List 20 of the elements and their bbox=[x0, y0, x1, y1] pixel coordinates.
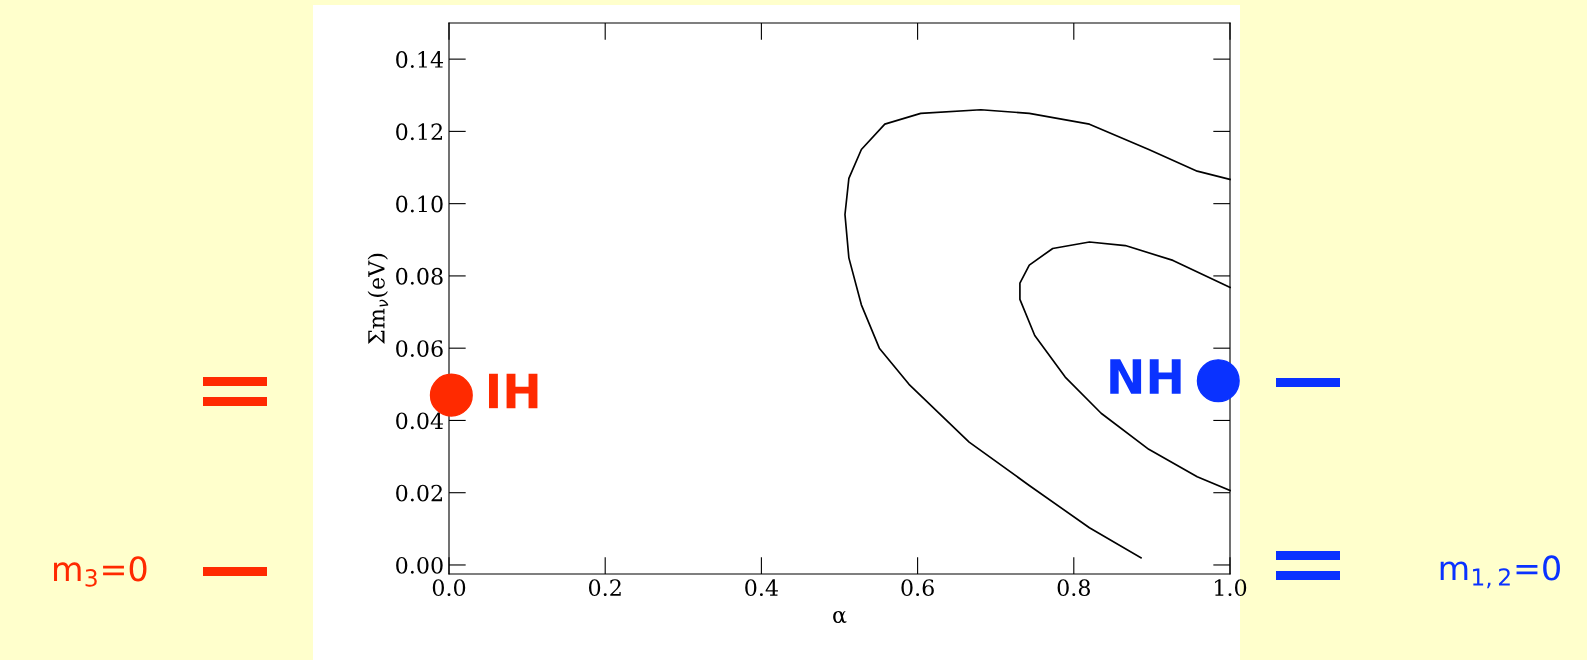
y-tick-label: 0.04 bbox=[396, 412, 444, 430]
x-tick-label: 0.0 bbox=[432, 579, 466, 597]
y-tick-label: 0.00 bbox=[396, 556, 443, 574]
series-label: NH bbox=[1110, 359, 1181, 394]
y-tick-label: 0.08 bbox=[396, 267, 443, 285]
x-axis-title: α bbox=[833, 610, 847, 624]
x-tick-label: 0.8 bbox=[1057, 579, 1090, 597]
x-tick-label: 1.0 bbox=[1215, 579, 1247, 597]
series-label: IH bbox=[489, 373, 538, 409]
x-tick-label: 0.2 bbox=[589, 579, 621, 597]
y-tick-label: 0.10 bbox=[396, 195, 443, 213]
y-tick-label: 0.12 bbox=[396, 123, 442, 141]
text: m$_{1,2}$=0 bbox=[1440, 555, 1560, 589]
x-tick-label: 0.6 bbox=[901, 579, 934, 597]
x-tick-label: 0.4 bbox=[745, 579, 778, 597]
y-axis-title: Σm$_{ν}$(eV) bbox=[367, 253, 389, 345]
y-tick-label: 0.02 bbox=[396, 484, 442, 502]
text: m$_{3}$=0 bbox=[54, 556, 147, 587]
y-tick-label: 0.14 bbox=[396, 51, 444, 68]
y-tick-label: 0.06 bbox=[396, 340, 443, 357]
